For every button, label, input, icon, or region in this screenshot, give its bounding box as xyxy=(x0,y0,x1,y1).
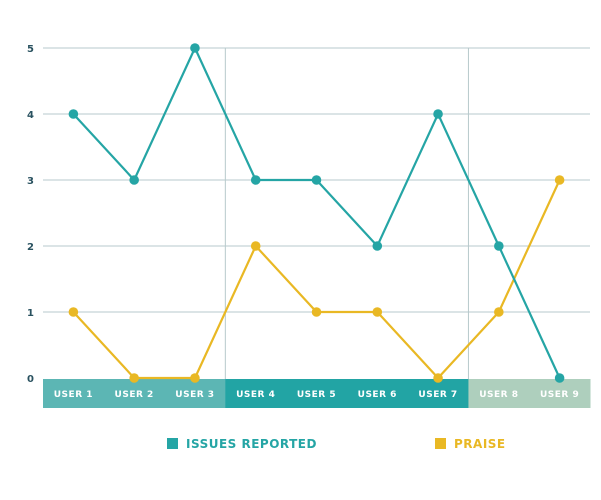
category-band-segment xyxy=(346,379,409,408)
x-tick-label: USER 1 xyxy=(54,390,93,400)
category-band xyxy=(43,379,591,408)
data-point-issues-reported xyxy=(372,241,383,251)
data-point-praise xyxy=(433,373,443,383)
category-band-segment xyxy=(225,379,287,408)
x-tick-label: USER 6 xyxy=(358,390,397,400)
series-lines xyxy=(68,43,565,383)
data-point-praise xyxy=(68,307,79,317)
legend-swatch-praise xyxy=(435,438,446,449)
y-tick-label: 2 xyxy=(27,242,34,253)
legend-label-issues-reported: ISSUES REPORTED xyxy=(186,437,317,451)
category-band-segment xyxy=(286,379,348,408)
data-point-praise xyxy=(494,307,504,317)
y-axis-ticks: 0 1 2 3 4 5 xyxy=(27,44,34,385)
data-point-issues-reported xyxy=(433,109,443,119)
x-tick-label: USER 2 xyxy=(115,390,154,400)
data-point-issues-reported xyxy=(190,43,200,53)
y-tick-label: 0 xyxy=(27,374,34,385)
data-point-issues-reported xyxy=(554,373,565,383)
y-tick-label: 1 xyxy=(27,308,34,319)
grid-lines xyxy=(43,47,590,379)
legend-label-praise: PRAISE xyxy=(454,437,506,451)
data-point-praise xyxy=(554,175,565,185)
x-tick-label: USER 8 xyxy=(479,390,518,400)
category-band-segment xyxy=(468,379,530,408)
category-band-segment xyxy=(103,379,166,408)
y-tick-label: 5 xyxy=(27,44,34,55)
x-tick-label: USER 4 xyxy=(236,390,275,400)
category-band-segment xyxy=(529,379,591,408)
legend: ISSUES REPORTED PRAISE xyxy=(167,437,506,451)
data-point-issues-reported xyxy=(68,109,79,119)
data-point-issues-reported xyxy=(250,175,261,185)
x-tick-label: USER 3 xyxy=(175,390,214,400)
data-point-praise xyxy=(129,373,139,383)
x-axis-ticks: USER 1 USER 2 USER 3 USER 4 USER 5 USER 6 USER… xyxy=(54,390,579,400)
data-point-praise xyxy=(250,241,261,251)
x-tick-label: USER 7 xyxy=(418,390,457,400)
x-tick-label: USER 5 xyxy=(297,390,336,400)
data-point-praise xyxy=(311,307,322,317)
legend-item-issues-reported: ISSUES REPORTED xyxy=(167,437,317,451)
y-tick-label: 4 xyxy=(27,110,34,121)
category-band-segment xyxy=(164,379,226,408)
category-band-segment xyxy=(43,379,105,408)
legend-item-praise: PRAISE xyxy=(435,437,506,451)
x-tick-label: USER 9 xyxy=(540,390,579,400)
data-point-praise xyxy=(190,373,200,383)
series-line-issues-reported xyxy=(72,46,561,379)
legend-swatch-issues-reported xyxy=(167,438,178,449)
y-tick-label: 3 xyxy=(27,176,34,187)
data-point-issues-reported xyxy=(129,175,139,185)
data-point-praise xyxy=(372,307,383,317)
data-point-issues-reported xyxy=(494,241,504,251)
series-line-praise xyxy=(72,179,561,380)
data-point-issues-reported xyxy=(311,175,322,185)
category-band-segment xyxy=(407,379,469,408)
